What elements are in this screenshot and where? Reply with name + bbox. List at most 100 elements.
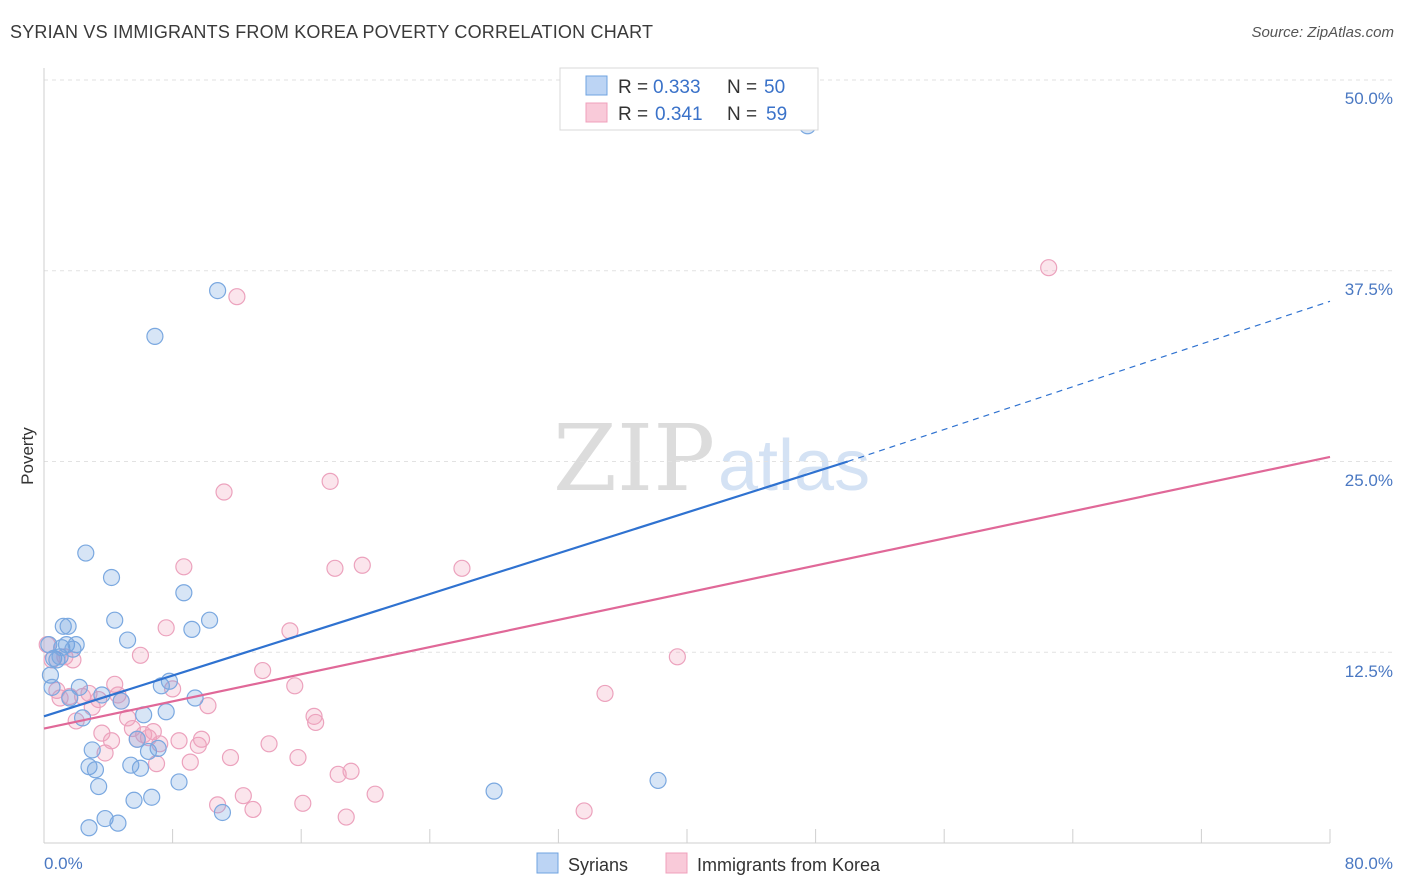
chart-source: Source: ZipAtlas.com xyxy=(1251,24,1394,41)
korea-point xyxy=(260,735,278,753)
legend-swatch-korea xyxy=(585,102,608,123)
korea-point xyxy=(199,697,217,715)
syrian-point xyxy=(170,773,188,791)
syrian-point xyxy=(83,741,101,759)
korea-point xyxy=(181,753,199,771)
korea-point xyxy=(453,559,471,577)
legend-r-label-korea: R = xyxy=(618,104,648,125)
syrian-point xyxy=(157,703,175,721)
syrian-point xyxy=(109,814,127,832)
syrian-point xyxy=(64,640,82,658)
y-tick-label-50: 50.0% xyxy=(1345,89,1393,108)
chart-title: SYRIAN VS IMMIGRANTS FROM KOREA POVERTY … xyxy=(10,22,654,42)
legend-r-value-syrians: 0.333 xyxy=(653,77,701,98)
syrian-point xyxy=(143,788,161,806)
korea-point xyxy=(192,730,211,748)
x-tick-label-80: 80.0% xyxy=(1345,854,1393,873)
korea-point xyxy=(175,558,193,576)
legend-n-value-syrians: 50 xyxy=(764,77,785,98)
syrian-point xyxy=(128,730,146,748)
syrian-point xyxy=(106,611,124,629)
x-tick-label-0: 0.0% xyxy=(44,854,83,873)
legend-r-label-syrians: R = xyxy=(618,77,648,98)
syrian-point xyxy=(152,677,170,695)
korea-point xyxy=(102,732,121,750)
syrian-point xyxy=(112,692,130,710)
x-axis-ticks xyxy=(43,829,1331,843)
syrian-point xyxy=(149,739,167,757)
y-tick-label-37-5: 37.5% xyxy=(1345,280,1393,299)
syrian-point xyxy=(209,281,227,300)
syrian-point xyxy=(86,761,105,779)
y-axis-label: Poverty xyxy=(18,427,37,485)
syrian-point xyxy=(54,617,72,635)
syrian-point xyxy=(70,678,88,696)
watermark-atlas: atlas xyxy=(718,426,870,506)
syrian-point xyxy=(125,791,143,809)
syrian-point xyxy=(200,611,219,629)
legend-n-label-korea: N = xyxy=(727,104,757,125)
korea-point xyxy=(254,661,272,680)
y-tick-label-25: 25.0% xyxy=(1345,471,1393,490)
korea-point xyxy=(157,619,175,637)
syrian-point xyxy=(146,327,164,345)
korea-point xyxy=(342,762,360,780)
korea-point xyxy=(106,675,124,693)
korea-point xyxy=(221,748,240,767)
korea-point xyxy=(596,684,614,703)
legend-r-value-korea: 0.341 xyxy=(655,104,703,125)
korea-point xyxy=(294,794,312,812)
korea-point xyxy=(337,808,355,826)
korea-point xyxy=(289,748,307,767)
gridlines xyxy=(44,79,1393,653)
korea-point xyxy=(1040,259,1058,277)
korea-point xyxy=(286,677,304,695)
syrian-point xyxy=(77,544,95,562)
syrian-points xyxy=(40,117,817,837)
korea-point xyxy=(234,787,252,805)
syrian-point xyxy=(96,809,114,828)
bottom-legend-swatch-korea xyxy=(665,852,688,874)
correlation-legend: R = 0.333 N = 50 R = 0.341 N = 59 xyxy=(559,67,819,131)
syrian-point xyxy=(67,636,85,654)
syrian-point xyxy=(122,756,140,774)
korea-point xyxy=(366,785,384,803)
syrian-point xyxy=(102,568,121,587)
korea-trend-line xyxy=(43,455,1331,730)
syrian-trend-line xyxy=(43,460,849,718)
syrian-point xyxy=(61,689,79,707)
syrian-point xyxy=(90,777,108,796)
korea-point xyxy=(131,646,150,664)
korea-point xyxy=(668,648,686,666)
bottom-legend-label-syrians: Syrians xyxy=(568,855,628,875)
korea-point xyxy=(326,559,344,577)
syrian-point xyxy=(118,631,137,649)
korea-point xyxy=(228,288,246,306)
syrian-point xyxy=(649,771,667,790)
korea-point xyxy=(305,707,323,725)
korea-point xyxy=(321,472,339,490)
legend-n-label-syrians: N = xyxy=(727,77,757,98)
bottom-legend-swatch-syrians xyxy=(536,852,559,874)
syrian-point xyxy=(213,803,232,822)
bottom-legend-label-korea: Immigrants from Korea xyxy=(697,855,881,875)
korea-point xyxy=(329,765,347,783)
syrian-point xyxy=(175,584,193,602)
series-legend: Syrians Immigrants from Korea xyxy=(536,852,881,875)
syrian-point xyxy=(80,819,98,837)
syrian-point xyxy=(485,782,503,800)
legend-swatch-syrians xyxy=(585,75,608,96)
syrian-trend-extension xyxy=(847,300,1331,463)
korea-point xyxy=(215,483,233,501)
korea-point xyxy=(170,732,188,750)
syrian-point xyxy=(139,742,158,761)
y-tick-label-12-5: 12.5% xyxy=(1345,662,1393,681)
korea-point xyxy=(353,556,371,574)
korea-points xyxy=(38,259,1058,826)
korea-point xyxy=(307,713,325,732)
korea-point xyxy=(575,802,593,820)
trend-lines xyxy=(43,300,1331,730)
syrian-point xyxy=(183,620,201,638)
syrian-point xyxy=(59,617,77,635)
